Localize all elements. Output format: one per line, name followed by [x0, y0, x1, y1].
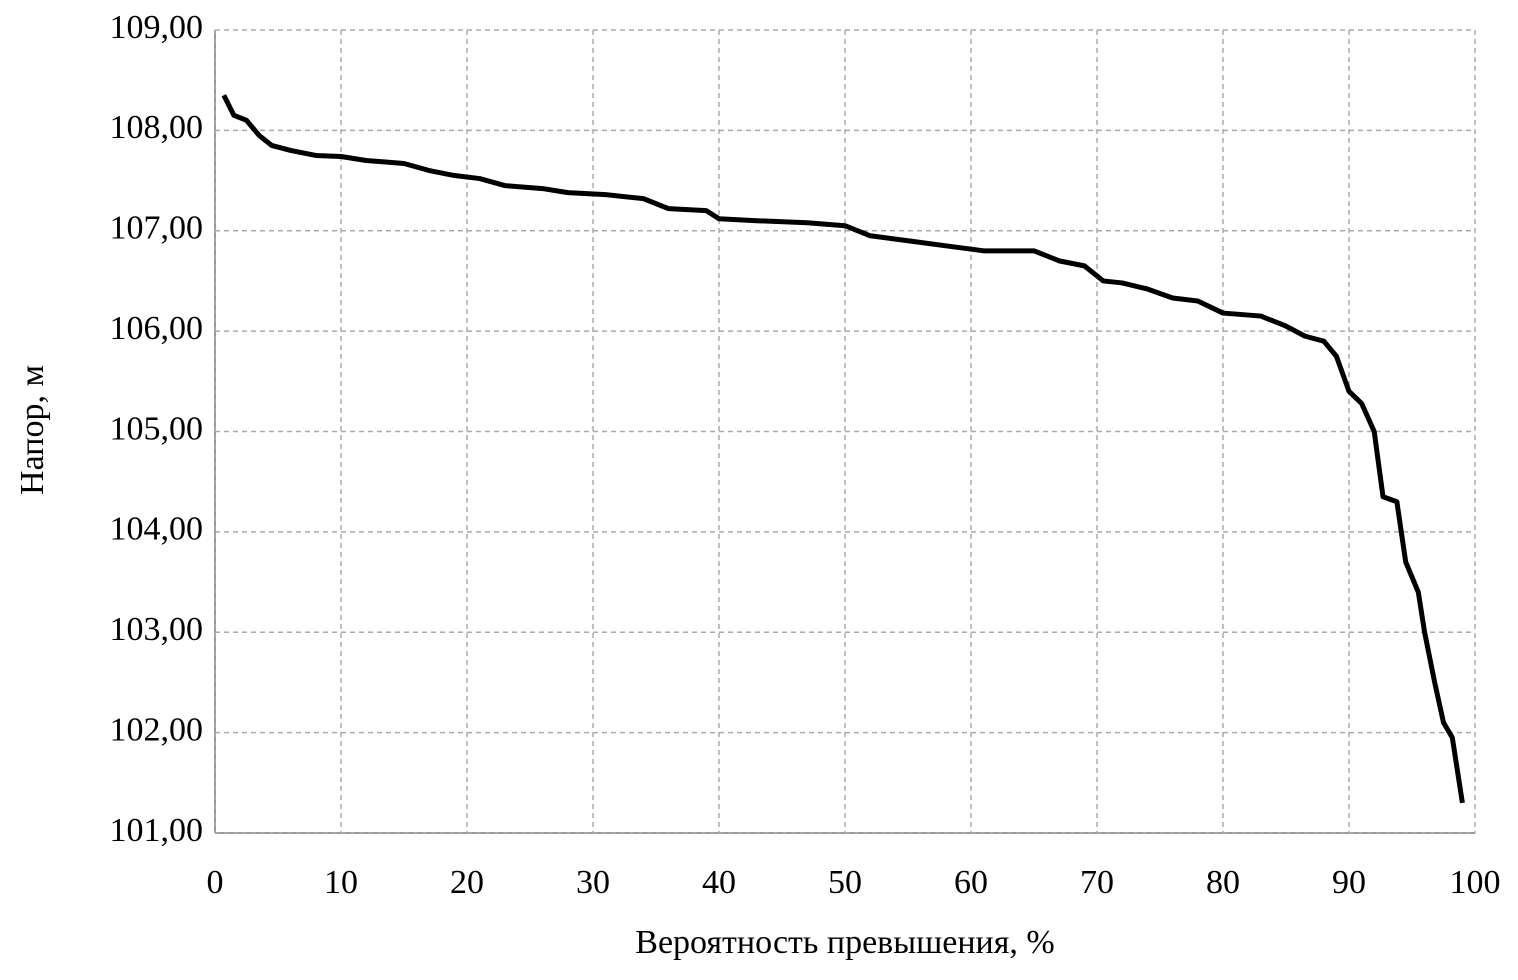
- y-tick-label: 108,00: [110, 109, 204, 146]
- y-tick-label: 107,00: [110, 210, 204, 247]
- x-tick-label: 20: [450, 864, 484, 901]
- line-series: [221, 94, 1465, 804]
- x-tick-label: 30: [576, 864, 610, 901]
- x-tick-label: 0: [207, 864, 224, 901]
- y-tick-label: 109,00: [110, 9, 204, 46]
- x-tick-label: 70: [1080, 864, 1114, 901]
- x-tick-label: 40: [702, 864, 736, 901]
- x-tick-label: 90: [1332, 864, 1366, 901]
- y-axis-label: Напор, м: [14, 365, 51, 495]
- x-axis-label: Вероятность превышения, %: [635, 924, 1054, 961]
- y-tick-label: 106,00: [110, 310, 204, 347]
- x-tick-label: 80: [1206, 864, 1240, 901]
- x-tick-label: 10: [324, 864, 358, 901]
- y-tick-label: 105,00: [110, 410, 204, 447]
- x-tick-label: 50: [828, 864, 862, 901]
- y-tick-label: 102,00: [110, 711, 204, 748]
- x-tick-label: 100: [1450, 864, 1501, 901]
- x-tick-label: 60: [954, 864, 988, 901]
- y-tick-label: 104,00: [110, 511, 204, 548]
- y-tick-label: 103,00: [110, 611, 204, 648]
- y-tick-label: 101,00: [110, 812, 204, 849]
